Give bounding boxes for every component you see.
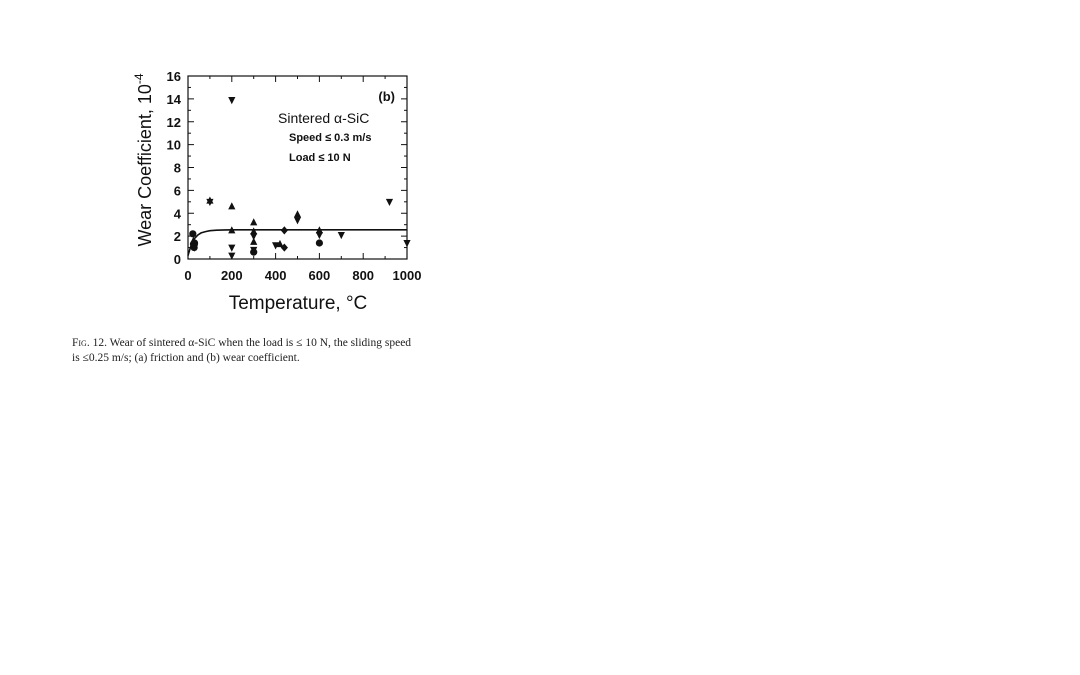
y-tick-label: 6: [174, 183, 181, 198]
data-point-triangle-down: [293, 217, 302, 225]
data-point-triangle-down: [385, 198, 394, 207]
data-point-triangle-down: [403, 239, 411, 248]
y-tick-label: 12: [167, 115, 181, 130]
data-point-triangle-up: [228, 226, 236, 234]
y-tick-labels: 0 2 4 6 8 10 12 14 16: [167, 69, 182, 267]
data-point-triangle-down: [337, 231, 345, 240]
fit-line: [187, 229, 407, 256]
x-tick-label: 1000: [393, 268, 422, 283]
plot-frame: [187, 75, 408, 260]
data-point-triangle-up: [250, 227, 258, 235]
y-tick-label: 8: [174, 161, 181, 176]
y-tick-label: 2: [174, 229, 181, 244]
data-point-diamond: [280, 243, 288, 252]
caption-text-1: Wear of sintered α-SiC when the load is …: [106, 337, 412, 349]
data-point-triangle-up: [250, 218, 258, 226]
axis-ticks: [187, 75, 408, 260]
data-point-triangle-down: [190, 244, 199, 252]
data-point-triangle-down: [315, 231, 323, 240]
data-point-triangle-up: [189, 236, 198, 244]
data-markers: [189, 97, 411, 260]
data-point-triangle-up: [276, 239, 284, 248]
y-axis-label-text: Wear Coefficient, 10: [135, 84, 155, 246]
data-point-triangle-down: [272, 242, 280, 250]
x-tick-label: 400: [265, 268, 287, 283]
data-point-triangle-up: [250, 237, 258, 245]
annotation-load: Load ≤ 10 N: [289, 152, 351, 164]
data-point-triangle-up: [293, 210, 302, 218]
y-tick-label: 0: [174, 252, 181, 267]
data-point-triangle-down: [250, 233, 258, 241]
y-tick-label: 4: [174, 206, 182, 221]
x-tick-label: 200: [221, 268, 243, 283]
data-point-triangle-down: [228, 244, 236, 252]
figure-label: Fig. 12.: [72, 337, 107, 349]
y-tick-label: 10: [167, 138, 181, 153]
data-point-triangle-up: [228, 202, 236, 210]
figure-caption: Fig. 12. Wear of sintered α-SiC when the…: [72, 336, 492, 366]
x-tick-label: 800: [352, 268, 374, 283]
data-point-triangle-down: [206, 198, 214, 207]
y-tick-label: 14: [167, 92, 182, 107]
caption-line-2: is ≤0.25 m/s; (a) friction and (b) wear …: [72, 352, 300, 364]
annotation-speed: Speed ≤ 0.3 m/s: [289, 132, 371, 144]
x-tick-labels: 0 200 400 600 800 1000: [184, 268, 421, 283]
annotation-material: Sintered α-SiC: [278, 110, 369, 126]
data-point-triangle-down: [228, 252, 236, 260]
x-tick-label: 0: [184, 268, 191, 283]
panel-label: (b): [378, 89, 395, 104]
y-axis-label-exponent: -4: [132, 73, 146, 84]
data-point-circle: [189, 230, 197, 238]
x-tick-label: 600: [309, 268, 331, 283]
x-axis-label: Temperature, °C: [229, 293, 368, 314]
y-tick-label: 16: [167, 69, 181, 84]
caption-line-1: Fig. 12. Wear of sintered α-SiC when the…: [72, 336, 492, 351]
data-point-circle: [315, 239, 323, 247]
y-axis-label: Wear Coefficient, 10-4: [132, 73, 155, 246]
data-point-diamond: [280, 226, 288, 235]
data-point-triangle-down: [250, 246, 258, 255]
data-point-triangle-down: [228, 97, 236, 105]
data-point-triangle-up: [315, 226, 323, 234]
